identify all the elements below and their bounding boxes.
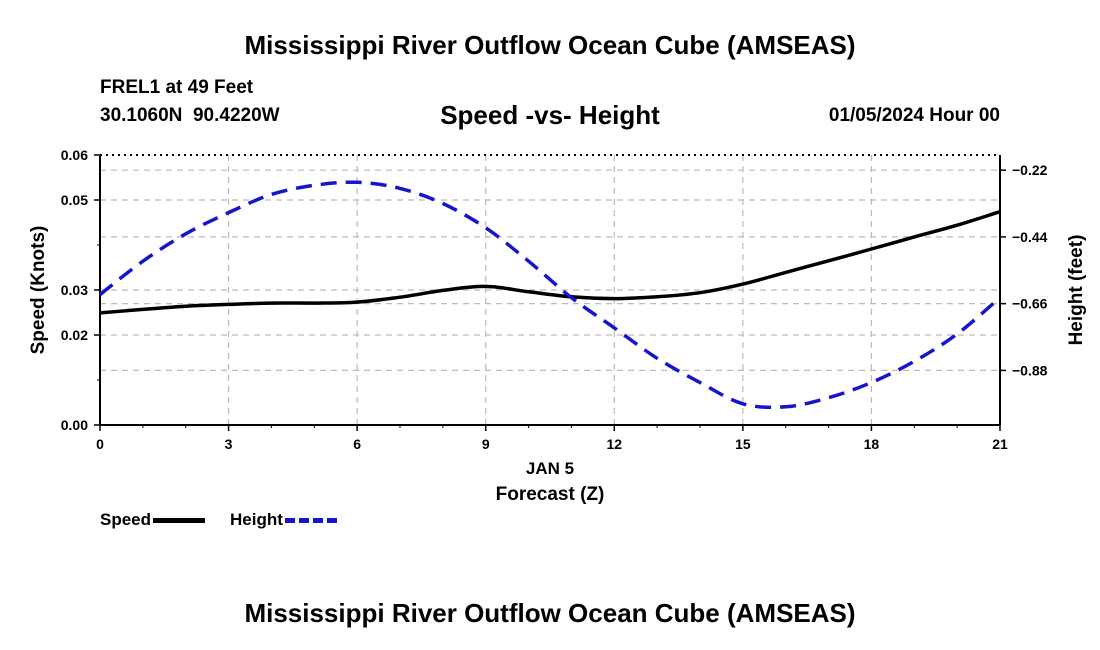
- y-left-axis-label: Speed (Knots): [28, 226, 49, 355]
- station-name: FREL1 at 49 Feet: [100, 77, 254, 98]
- height-series-line: [98, 180, 1002, 410]
- legend-speed-swatch: [153, 517, 206, 523]
- y-right-tick-label: −0.22: [1012, 162, 1048, 178]
- x-tick-label: 6: [353, 436, 361, 452]
- x-tick-label: 0: [96, 436, 104, 452]
- x-tick-label: 15: [735, 436, 751, 452]
- speed-series-line: [99, 210, 1001, 315]
- y-left-tick-label: 0.00: [61, 417, 88, 433]
- legend-speed: Speed: [100, 510, 206, 530]
- main-title: Mississippi River Outflow Ocean Cube (AM…: [244, 30, 856, 60]
- legend-height-swatch: [284, 517, 337, 523]
- x-axis-date-label: JAN 5: [526, 459, 574, 478]
- y-right-tick-label: −0.44: [1012, 229, 1048, 245]
- chart-date: 01/05/2024 Hour 00: [828, 105, 1000, 126]
- y-right-axis-label: Height (feet): [1066, 235, 1087, 346]
- chart-title: Speed -vs- Height: [440, 100, 660, 130]
- x-tick-label: 21: [992, 436, 1008, 452]
- y-left-tick-label: 0.05: [61, 192, 88, 208]
- legend-height-label: Height: [230, 510, 283, 529]
- y-left-tick-label: 0.06: [61, 147, 88, 163]
- station-coords: 30.1060N 90.4220W: [100, 105, 280, 126]
- x-axis-label: Forecast (Z): [496, 484, 605, 505]
- legend-height: Height: [230, 510, 337, 530]
- x-tick-label: 12: [606, 436, 622, 452]
- y-left-tick-label: 0.02: [61, 327, 88, 343]
- y-right-tick-label: −0.88: [1012, 362, 1048, 378]
- legend-speed-label: Speed: [100, 510, 152, 529]
- x-tick-label: 9: [482, 436, 490, 452]
- x-tick-label: 3: [225, 436, 233, 452]
- x-tick-label: 18: [864, 436, 880, 452]
- bottom-title: Mississippi River Outflow Ocean Cube (AM…: [244, 598, 856, 628]
- y-right-tick-label: −0.66: [1012, 296, 1048, 312]
- y-left-tick-label: 0.03: [61, 282, 88, 298]
